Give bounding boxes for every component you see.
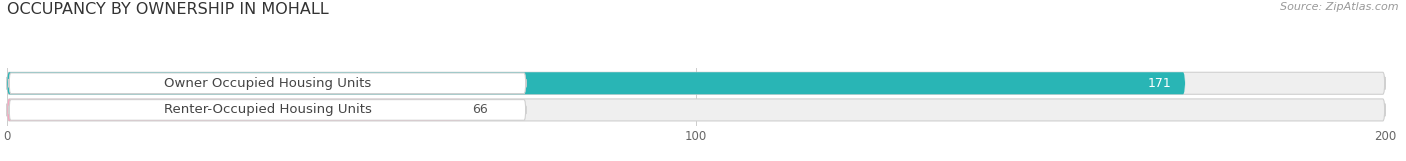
- FancyBboxPatch shape: [8, 100, 526, 120]
- FancyBboxPatch shape: [8, 73, 526, 94]
- Text: Renter-Occupied Housing Units: Renter-Occupied Housing Units: [163, 103, 371, 116]
- FancyBboxPatch shape: [7, 72, 1185, 94]
- Text: OCCUPANCY BY OWNERSHIP IN MOHALL: OCCUPANCY BY OWNERSHIP IN MOHALL: [7, 2, 329, 17]
- FancyBboxPatch shape: [7, 99, 1385, 121]
- Text: 66: 66: [472, 103, 488, 116]
- FancyBboxPatch shape: [7, 99, 461, 121]
- Text: 171: 171: [1147, 77, 1171, 90]
- FancyBboxPatch shape: [7, 72, 1385, 94]
- Text: Source: ZipAtlas.com: Source: ZipAtlas.com: [1281, 2, 1399, 12]
- Text: Owner Occupied Housing Units: Owner Occupied Housing Units: [165, 77, 371, 90]
